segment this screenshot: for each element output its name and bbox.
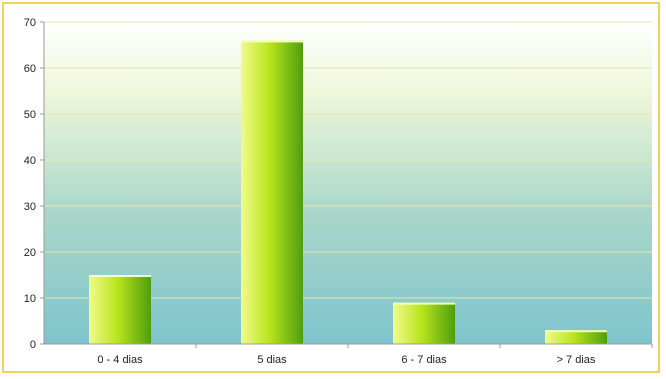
bar-top-highlight: [393, 302, 455, 305]
x-category-label: 5 dias: [257, 354, 287, 366]
bars: [89, 40, 607, 345]
y-tick-label: 0: [30, 339, 36, 351]
y-tick-label: 20: [24, 247, 36, 259]
gridlines: [44, 21, 652, 299]
y-tick-label: 50: [24, 109, 36, 121]
y-tick-label: 30: [24, 201, 36, 213]
y-tick-label: 70: [24, 17, 36, 29]
x-category-label: 6 - 7 dias: [401, 354, 447, 366]
x-category-label: > 7 dias: [557, 354, 596, 366]
x-category-label: 0 - 4 dias: [97, 354, 143, 366]
y-tick-label: 40: [24, 155, 36, 167]
bar-top-highlight: [89, 275, 151, 277]
bar: [89, 275, 151, 344]
y-tick-label: 10: [24, 293, 36, 305]
bar-top-highlight: [545, 330, 607, 333]
bar: [241, 40, 303, 345]
bar: [393, 302, 455, 344]
bar-top-highlight: [241, 40, 303, 43]
y-tick-label: 60: [24, 63, 36, 75]
bar: [545, 330, 607, 344]
axes: [40, 21, 653, 348]
labels: 0 10 20 30 40 50 60 70 0 - 4 dias 5 dias 6 - 7 dia…: [24, 17, 596, 366]
